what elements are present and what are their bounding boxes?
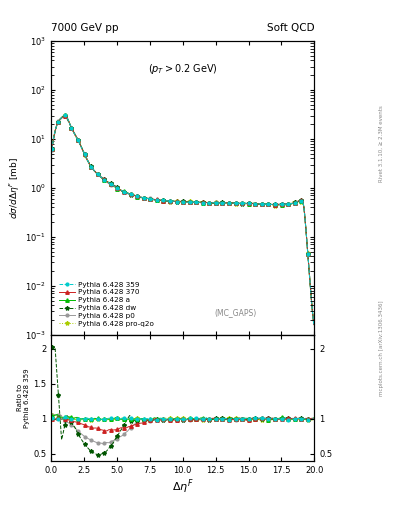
Pythia 6.428 pro-q2o bbox=[62, 112, 67, 118]
Pythia 6.428 pro-q2o bbox=[50, 145, 54, 152]
Pythia 6.428 dw bbox=[154, 197, 158, 203]
Pythia 6.428 a bbox=[215, 200, 220, 206]
Pythia 6.428 359 bbox=[62, 112, 67, 118]
Pythia 6.428 359 bbox=[241, 200, 245, 206]
Pythia 6.428 p0 bbox=[311, 322, 316, 328]
Pythia 6.428 p0 bbox=[154, 197, 158, 203]
Pythia 6.428 p0 bbox=[136, 193, 140, 199]
Pythia 6.428 dw bbox=[215, 200, 220, 206]
Pythia 6.428 p0 bbox=[239, 200, 244, 206]
Pythia 6.428 dw bbox=[241, 201, 245, 207]
Pythia 6.428 dw bbox=[311, 320, 316, 326]
Pythia 6.428 p0 bbox=[62, 112, 67, 118]
Pythia 6.428 a bbox=[311, 321, 316, 327]
Pythia 6.428 p0 bbox=[50, 146, 54, 153]
Pythia 6.428 dw bbox=[136, 194, 140, 200]
Pythia 6.428 dw bbox=[50, 146, 54, 152]
Pythia 6.428 pro-q2o bbox=[241, 200, 245, 206]
Pythia 6.428 a bbox=[239, 200, 244, 206]
Pythia 6.428 370 bbox=[215, 200, 220, 206]
Pythia 6.428 pro-q2o bbox=[239, 200, 244, 206]
Pythia 6.428 370 bbox=[82, 150, 86, 156]
Pythia 6.428 dw bbox=[62, 113, 66, 119]
Pythia 6.428 370 bbox=[136, 194, 140, 200]
Line: Pythia 6.428 359: Pythia 6.428 359 bbox=[50, 114, 315, 326]
Text: mcplots.cern.ch [arXiv:1306.3436]: mcplots.cern.ch [arXiv:1306.3436] bbox=[379, 301, 384, 396]
Text: Soft QCD: Soft QCD bbox=[267, 23, 314, 33]
Pythia 6.428 359 bbox=[154, 197, 158, 203]
Pythia 6.428 p0 bbox=[215, 199, 220, 205]
X-axis label: $\Delta\eta^F$: $\Delta\eta^F$ bbox=[172, 477, 194, 496]
Y-axis label: $d\sigma/d\Delta\eta^F$ [mb]: $d\sigma/d\Delta\eta^F$ [mb] bbox=[8, 157, 22, 219]
Pythia 6.428 dw bbox=[82, 150, 86, 156]
Pythia 6.428 359 bbox=[50, 146, 54, 152]
Text: $(p_T > 0.2\ \mathrm{GeV})$: $(p_T > 0.2\ \mathrm{GeV})$ bbox=[148, 61, 218, 76]
Pythia 6.428 a bbox=[62, 112, 67, 118]
Pythia 6.428 359 bbox=[311, 321, 316, 327]
Pythia 6.428 a bbox=[136, 194, 140, 200]
Pythia 6.428 370 bbox=[239, 200, 244, 206]
Pythia 6.428 370 bbox=[154, 197, 158, 203]
Pythia 6.428 pro-q2o bbox=[82, 151, 86, 157]
Legend: Pythia 6.428 359, Pythia 6.428 370, Pythia 6.428 a, Pythia 6.428 dw, Pythia 6.42: Pythia 6.428 359, Pythia 6.428 370, Pyth… bbox=[57, 280, 155, 328]
Pythia 6.428 p0 bbox=[241, 200, 245, 206]
Pythia 6.428 359 bbox=[215, 200, 220, 206]
Text: Rivet 3.1.10, ≥ 2.3M events: Rivet 3.1.10, ≥ 2.3M events bbox=[379, 105, 384, 182]
Pythia 6.428 370 bbox=[311, 322, 316, 328]
Pythia 6.428 a bbox=[241, 200, 245, 206]
Pythia 6.428 a bbox=[50, 146, 54, 153]
Pythia 6.428 pro-q2o bbox=[136, 194, 140, 200]
Pythia 6.428 370 bbox=[50, 146, 54, 152]
Pythia 6.428 a bbox=[82, 150, 86, 156]
Pythia 6.428 370 bbox=[62, 113, 67, 119]
Line: Pythia 6.428 dw: Pythia 6.428 dw bbox=[50, 114, 316, 325]
Pythia 6.428 359 bbox=[239, 200, 244, 206]
Line: Pythia 6.428 370: Pythia 6.428 370 bbox=[50, 114, 316, 326]
Pythia 6.428 pro-q2o bbox=[154, 197, 158, 203]
Pythia 6.428 370 bbox=[241, 200, 245, 206]
Pythia 6.428 pro-q2o bbox=[215, 200, 220, 206]
Text: 7000 GeV pp: 7000 GeV pp bbox=[51, 23, 119, 33]
Pythia 6.428 a bbox=[154, 197, 158, 203]
Pythia 6.428 359 bbox=[82, 150, 86, 156]
Line: Pythia 6.428 p0: Pythia 6.428 p0 bbox=[50, 114, 315, 326]
Text: (MC_GAPS): (MC_GAPS) bbox=[214, 308, 257, 317]
Line: Pythia 6.428 pro-q2o: Pythia 6.428 pro-q2o bbox=[50, 113, 316, 326]
Line: Pythia 6.428 a: Pythia 6.428 a bbox=[50, 114, 316, 326]
Pythia 6.428 p0 bbox=[82, 150, 86, 156]
Y-axis label: Ratio to
Pythia 6.428 359: Ratio to Pythia 6.428 359 bbox=[17, 368, 30, 428]
Pythia 6.428 359 bbox=[136, 194, 140, 200]
Pythia 6.428 dw bbox=[239, 201, 244, 207]
Pythia 6.428 pro-q2o bbox=[311, 320, 316, 326]
